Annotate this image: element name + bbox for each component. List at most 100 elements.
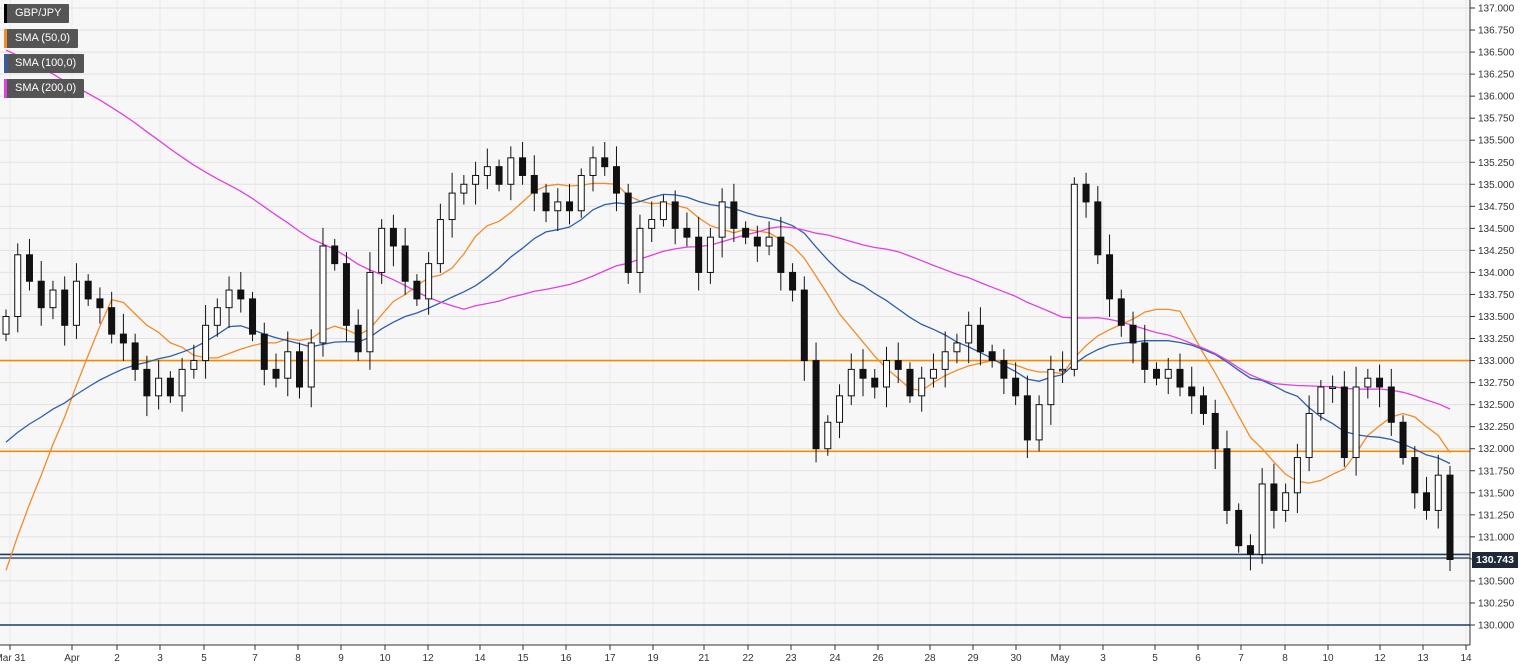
legend-swatch	[4, 29, 7, 48]
x-tick-label: 24	[829, 653, 841, 664]
candle-body	[1094, 201, 1102, 256]
candle-body	[730, 201, 738, 229]
candle-body	[1258, 483, 1266, 555]
legend-item-sma200[interactable]: SMA (200,0)	[4, 79, 85, 98]
y-tick-label: 135.500	[1478, 136, 1515, 147]
candle-body	[1153, 368, 1161, 379]
candle-body	[1293, 457, 1301, 494]
candle-body	[413, 280, 421, 300]
y-tick-label: 137.000	[1478, 4, 1515, 15]
candle-body	[1235, 509, 1243, 547]
x-tick-label: 2	[114, 653, 120, 664]
candle-body	[753, 236, 761, 247]
y-tick-label: 133.250	[1478, 334, 1515, 345]
candle-body	[1164, 368, 1172, 379]
candle-body	[765, 236, 773, 247]
candle-body	[1000, 360, 1008, 379]
candle-body	[166, 377, 174, 397]
y-tick-label: 136.500	[1478, 48, 1515, 59]
y-tick-label: 131.000	[1478, 532, 1515, 543]
candle-body	[1082, 183, 1090, 203]
candle-body	[49, 289, 57, 309]
legend-item-symbol[interactable]: GBP/JPY	[4, 4, 70, 23]
candle-body	[155, 377, 163, 397]
candle-body	[566, 201, 574, 212]
y-tick-label: 136.250	[1478, 70, 1515, 81]
x-tick-label: 6	[1195, 653, 1201, 664]
candle-body	[777, 236, 785, 273]
y-tick-label: 135.000	[1478, 180, 1515, 191]
candle-body	[1047, 368, 1055, 406]
candle-body	[1446, 474, 1454, 561]
candle-body	[61, 289, 69, 326]
candle-body	[213, 307, 221, 326]
candle-body	[295, 351, 303, 388]
y-tick-label: 131.750	[1478, 466, 1515, 477]
candle-body	[507, 157, 515, 185]
legend-swatch	[4, 54, 7, 73]
legend-label: SMA (200,0)	[15, 82, 77, 94]
candle-body	[331, 245, 339, 265]
candle-body	[1141, 342, 1149, 370]
legend-label: SMA (50,0)	[15, 32, 71, 44]
y-tick-label: 134.750	[1478, 202, 1515, 213]
candle-body	[554, 201, 562, 212]
x-tick-label: 9	[338, 653, 344, 664]
candle-body	[965, 324, 973, 344]
candle-body	[1399, 421, 1407, 459]
candle-body	[202, 324, 210, 362]
y-tick-label: 136.000	[1478, 92, 1515, 103]
candle-body	[366, 271, 374, 353]
candle-body	[1012, 377, 1020, 397]
candle-body	[1188, 386, 1196, 397]
candle-body	[260, 333, 268, 370]
candle-body	[1059, 368, 1067, 372]
candle-body	[906, 368, 914, 397]
candle-body	[249, 298, 257, 335]
sma-lines	[5, 49, 1451, 571]
candle-body	[1423, 492, 1431, 511]
candle-body	[472, 174, 480, 185]
y-tick-label: 135.750	[1478, 114, 1515, 125]
x-tick-label: 28	[924, 653, 936, 664]
candle-body	[918, 377, 926, 397]
candle-body	[847, 368, 855, 397]
x-tick-label: Mar 31	[0, 653, 26, 664]
legend-item-sma50[interactable]: SMA (50,0)	[4, 29, 79, 48]
candle-body	[612, 166, 620, 194]
candle-body	[495, 166, 503, 185]
candle-body	[448, 192, 456, 221]
candle-body	[1211, 412, 1219, 450]
candle-body	[1223, 448, 1231, 511]
candle-body	[577, 174, 585, 212]
x-tick-label: 3	[157, 653, 163, 664]
candle-body	[378, 227, 386, 273]
x-axis-ticks: Mar 31Apr2357891012141516171921222324262…	[0, 645, 1472, 664]
legend-label: SMA (100,0)	[15, 57, 77, 69]
candle-body	[354, 324, 362, 353]
legend-item-sma100[interactable]: SMA (100,0)	[4, 54, 85, 73]
candle-body	[1340, 386, 1348, 459]
candle-body	[648, 219, 656, 229]
candle-body	[1364, 377, 1372, 388]
candle-body	[1070, 183, 1078, 370]
candle-body	[1329, 386, 1337, 390]
y-axis-ticks: 130.000130.250130.500130.750131.000131.2…	[1470, 4, 1515, 632]
x-tick-label: 12	[1374, 653, 1386, 664]
candles	[2, 141, 1454, 571]
x-tick-label: 12	[422, 653, 434, 664]
candle-body	[460, 183, 468, 194]
x-tick-label: 3	[1100, 653, 1106, 664]
legend-swatch	[4, 79, 7, 98]
candle-body	[530, 174, 538, 194]
candle-body	[695, 236, 703, 273]
candle-body	[976, 324, 984, 353]
y-tick-label: 134.500	[1478, 224, 1515, 235]
candle-body	[307, 342, 315, 388]
x-tick-label: May	[1051, 653, 1070, 664]
candle-body	[319, 245, 327, 344]
candle-body	[836, 395, 844, 423]
x-tick-label: 14	[1460, 653, 1472, 664]
y-tick-label: 132.750	[1478, 378, 1515, 389]
